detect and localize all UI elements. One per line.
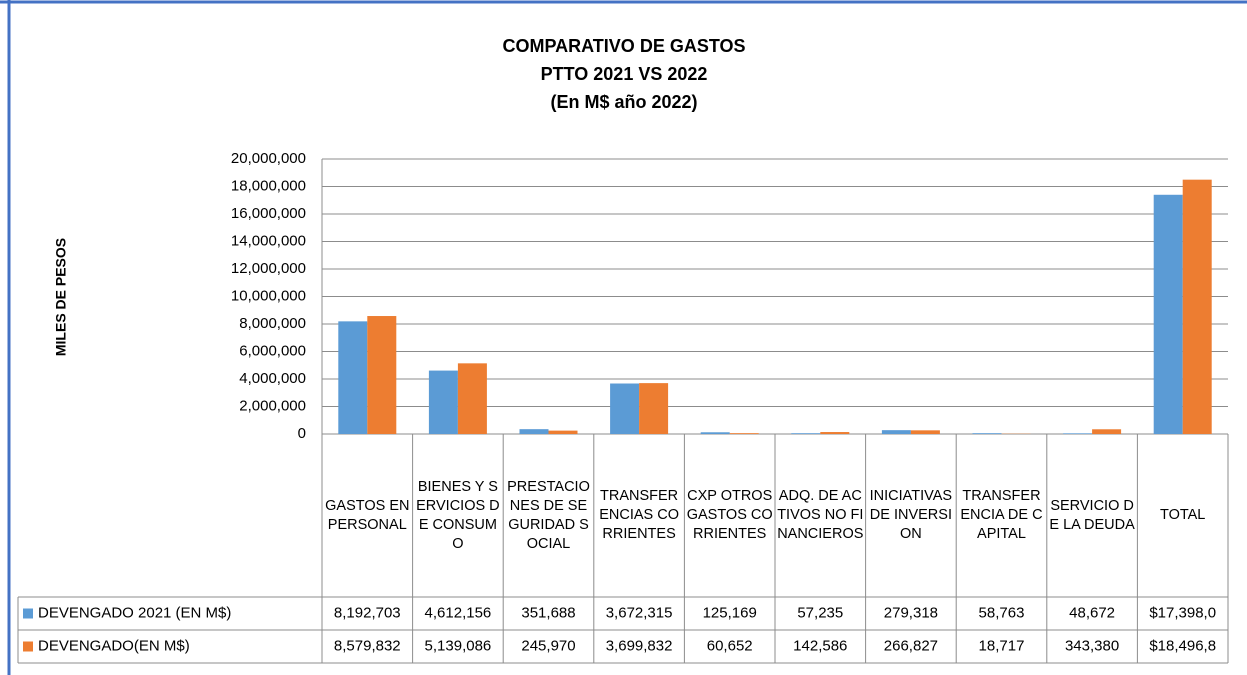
table-value: 142,586 (793, 637, 847, 654)
bar (1092, 429, 1122, 434)
x-tick-label: INICIATIVAS DE INVERSION (869, 488, 953, 542)
bar (338, 321, 368, 434)
category-cell: TRANSFERENCIAS CORRIENTES (599, 488, 679, 542)
table-value: 125,169 (703, 604, 757, 621)
x-tick-label: PRESTACIONES DE SEGURIDAD SOCIAL (507, 478, 590, 552)
y-tick-label: 6,000,000 (239, 342, 306, 359)
x-tick-label: GASTOS EN PERSONAL (325, 497, 410, 533)
bar (910, 430, 940, 434)
bar (1063, 433, 1093, 434)
bar (367, 316, 397, 434)
bar (1182, 179, 1212, 434)
x-tick-label: ADQ. DE ACTIVOS NO FINANCIEROS (777, 488, 864, 542)
table-value: $17,398,0 (1149, 604, 1216, 621)
table-value: 3,672,315 (606, 604, 673, 621)
legend-swatch (23, 608, 33, 619)
legend-label: DEVENGADO(EN M$) (38, 637, 190, 654)
y-tick-label: 16,000,000 (231, 205, 306, 222)
table-value: 60,652 (707, 637, 753, 654)
table-value: 48,672 (1069, 604, 1115, 621)
table-value: 351,688 (521, 604, 575, 621)
chart-title: COMPARATIVO DE GASTOS (502, 36, 745, 56)
y-tick-label: 4,000,000 (239, 370, 306, 387)
bar (519, 429, 549, 434)
table-value: 3,699,832 (606, 637, 673, 654)
legend-label: DEVENGADO 2021 (EN M$) (38, 604, 231, 621)
y-tick-label: 0 (298, 425, 306, 442)
bar (548, 430, 578, 434)
category-cell: ADQ. DE ACTIVOS NO FINANCIEROS (777, 488, 864, 542)
table-value: 343,380 (1065, 637, 1119, 654)
y-tick-label: 2,000,000 (239, 397, 306, 414)
y-tick-label: 10,000,000 (231, 287, 306, 304)
table-value: 8,192,703 (334, 604, 401, 621)
y-tick-label: 14,000,000 (231, 232, 306, 249)
x-tick-label: TOTAL (1159, 507, 1206, 523)
y-tick-label: 20,000,000 (231, 150, 306, 167)
table-value: 57,235 (797, 604, 843, 621)
table-value: 279,318 (884, 604, 938, 621)
x-tick-label: TRANSFERENCIAS CORRIENTES (599, 488, 679, 542)
category-cell: SERVICIO DE LA DEUDA (1049, 497, 1135, 533)
bar (1153, 194, 1183, 434)
table-value: 5,139,086 (425, 637, 492, 654)
table-value: 58,763 (979, 604, 1025, 621)
bar (972, 433, 1002, 434)
bar (729, 433, 759, 434)
category-cell: TRANSFERENCIA DE CAPITAL (960, 488, 1043, 542)
bar (881, 430, 911, 434)
legend-swatch (23, 641, 33, 652)
y-tick-label: 8,000,000 (239, 315, 306, 332)
table-value: $18,496,8 (1149, 637, 1216, 654)
x-tick-label: BIENES Y SERVICIOS DE CONSUMO (416, 478, 500, 552)
table-value: 245,970 (521, 637, 575, 654)
x-tick-label: TRANSFERENCIA DE CAPITAL (960, 488, 1043, 542)
bar (610, 383, 640, 434)
x-tick-label: SERVICIO DE LA DEUDA (1049, 497, 1135, 533)
table-value: 18,717 (979, 637, 1025, 654)
category-cell: INICIATIVAS DE INVERSION (869, 488, 953, 542)
bar (428, 370, 458, 434)
table-value: 8,579,832 (334, 637, 401, 654)
category-cell: TOTAL (1159, 507, 1206, 523)
y-tick-label: 12,000,000 (231, 260, 306, 277)
category-cell: CXP OTROS GASTOS CORRIENTES (686, 488, 773, 542)
chart-title: PTTO 2021 VS 2022 (541, 64, 708, 84)
table-value: 266,827 (884, 637, 938, 654)
category-cell: GASTOS EN PERSONAL (325, 497, 410, 533)
bar (639, 383, 669, 434)
x-tick-label: CXP OTROS GASTOS CORRIENTES (686, 488, 773, 542)
chart-title: (En M$ año 2022) (550, 92, 697, 112)
bar (457, 363, 487, 434)
bar (791, 433, 821, 434)
category-cell: BIENES Y SERVICIOS DE CONSUMO (416, 478, 500, 552)
y-axis-label: MILES DE PESOS (53, 238, 69, 356)
y-tick-label: 18,000,000 (231, 177, 306, 194)
bar (700, 432, 730, 434)
category-cell: PRESTACIONES DE SEGURIDAD SOCIAL (507, 478, 590, 552)
table-value: 4,612,156 (425, 604, 492, 621)
bar (820, 432, 850, 434)
